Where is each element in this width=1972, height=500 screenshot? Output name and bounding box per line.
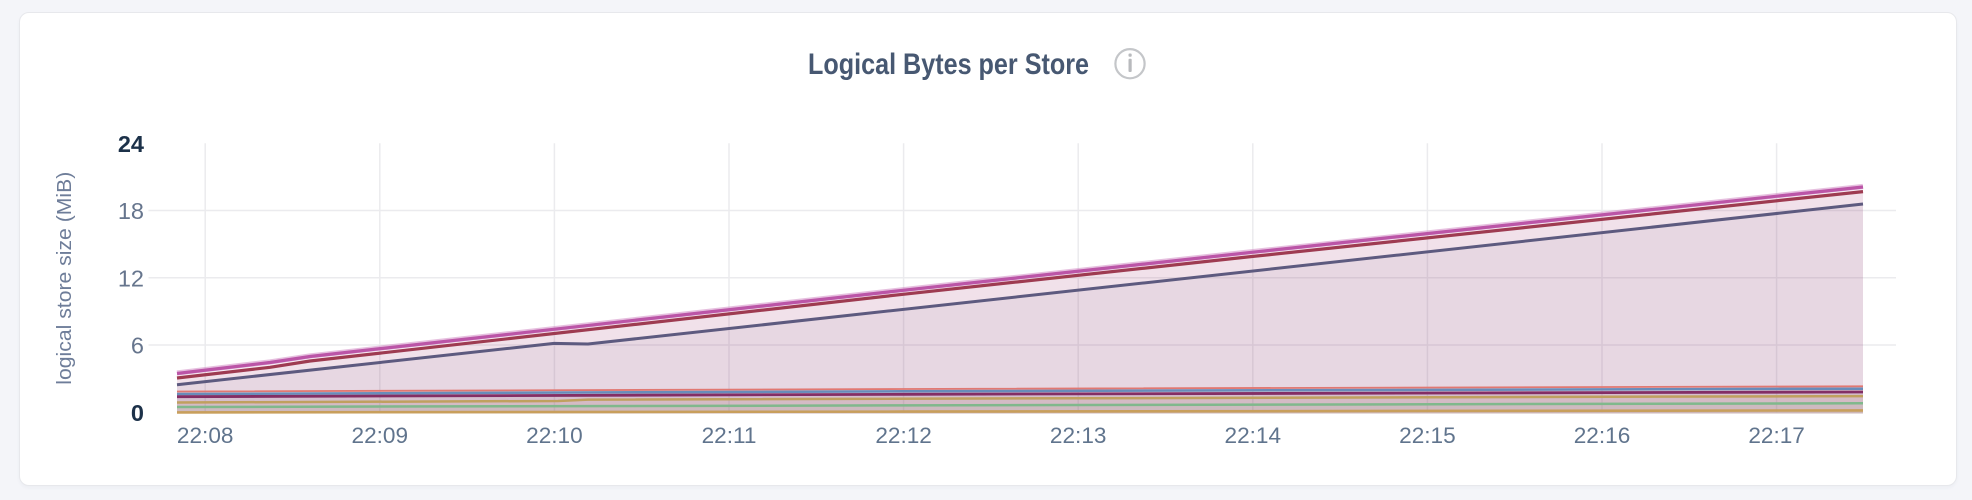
svg-text:22:17: 22:17 (1748, 423, 1805, 448)
svg-text:22:11: 22:11 (702, 423, 757, 448)
svg-text:18: 18 (118, 198, 144, 224)
svg-text:22:14: 22:14 (1225, 423, 1282, 448)
svg-text:22:10: 22:10 (526, 423, 583, 448)
svg-text:22:08: 22:08 (177, 423, 234, 448)
svg-text:Logical Bytes per Store: Logical Bytes per Store (808, 48, 1089, 81)
svg-text:22:16: 22:16 (1574, 423, 1631, 448)
svg-text:0: 0 (131, 400, 144, 426)
svg-text:6: 6 (131, 333, 144, 359)
svg-text:22:13: 22:13 (1050, 423, 1107, 448)
svg-text:24: 24 (118, 131, 144, 157)
svg-text:22:09: 22:09 (352, 423, 409, 448)
svg-text:22:15: 22:15 (1399, 423, 1456, 448)
svg-text:22:12: 22:12 (875, 423, 932, 448)
svg-text:12: 12 (118, 265, 144, 291)
svg-text:logical store size (MiB): logical store size (MiB) (54, 172, 76, 385)
